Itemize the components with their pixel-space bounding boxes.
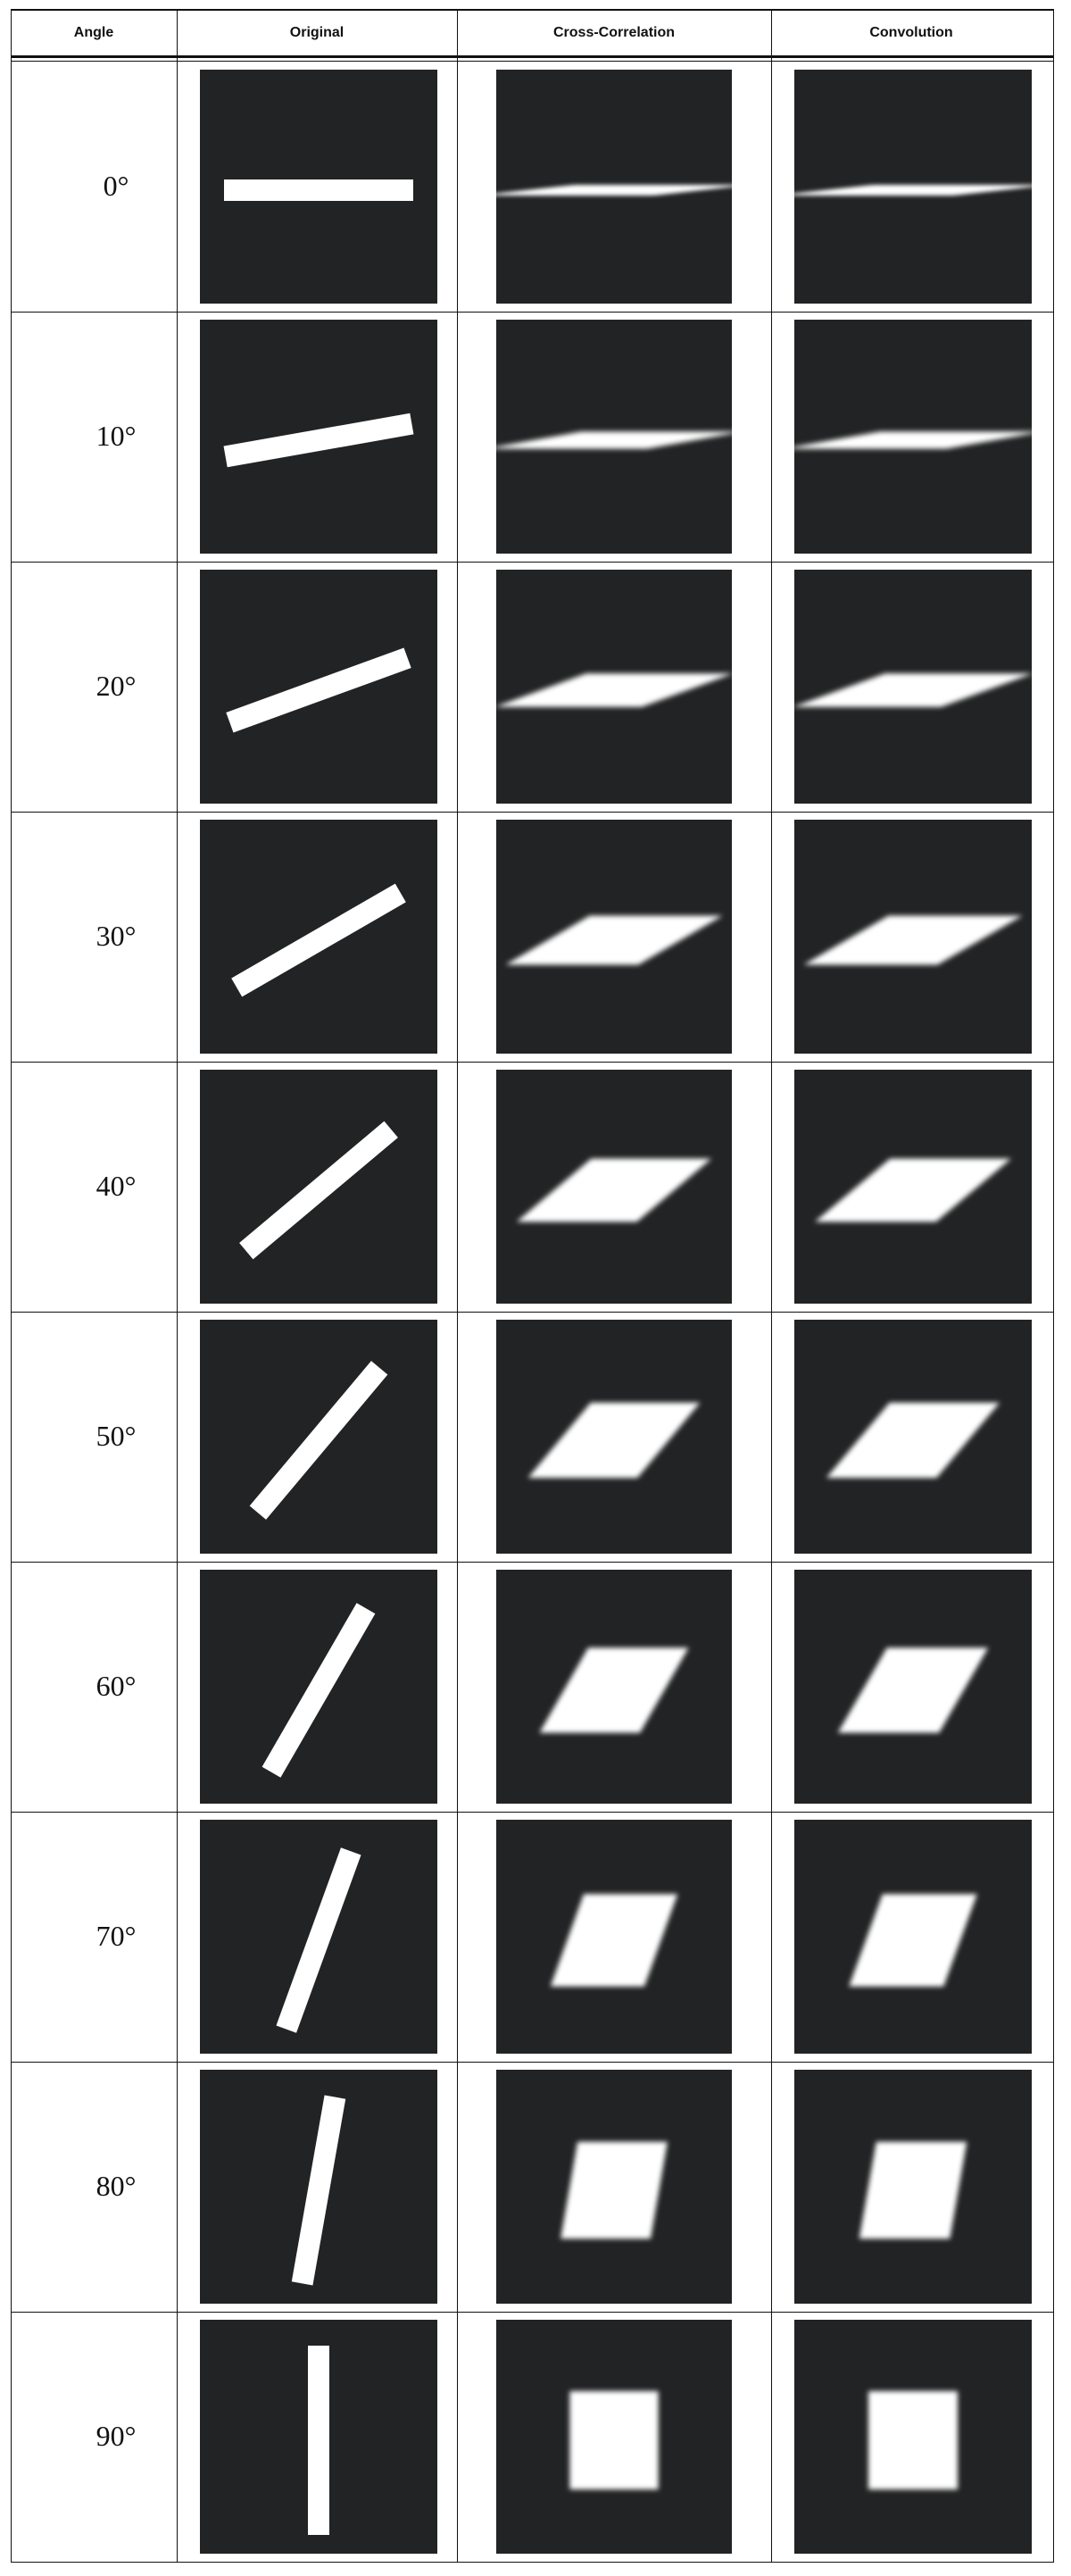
bar-shape	[226, 647, 411, 733]
cross-correlation-image	[496, 320, 732, 554]
angle-label: 40°	[95, 1170, 137, 1202]
column-border-4	[1053, 9, 1054, 2563]
row-border-2	[11, 562, 1053, 563]
blurred-parallelogram	[527, 1402, 701, 1479]
original-image	[200, 1070, 437, 1304]
convolution-image	[794, 1570, 1032, 1804]
cross-correlation-image	[496, 570, 732, 804]
angle-label: 80°	[95, 2170, 137, 2202]
cross-correlation-image	[496, 2070, 732, 2304]
row-border-9	[11, 2312, 1053, 2313]
blurred-parallelogram	[794, 673, 1032, 707]
row-border-3	[11, 812, 1053, 813]
bar-shape	[223, 413, 414, 468]
original-image	[200, 570, 437, 804]
convolution-image	[794, 320, 1032, 554]
blurred-parallelogram	[859, 2141, 967, 2239]
angle-label: 90°	[95, 2420, 137, 2452]
original-image	[200, 1570, 437, 1804]
bar-shape	[308, 2346, 329, 2535]
column-border-2	[457, 9, 458, 2563]
bar-shape	[239, 1121, 398, 1260]
original-image	[200, 70, 437, 304]
cross-correlation-image	[496, 70, 732, 304]
blurred-parallelogram	[539, 1647, 689, 1733]
column-border-0	[11, 9, 12, 2563]
original-image	[200, 2070, 437, 2304]
angle-label: 60°	[95, 1670, 137, 1702]
convolution-image	[794, 1320, 1032, 1554]
blurred-parallelogram	[794, 185, 1032, 196]
column-border-1	[177, 9, 178, 2563]
convolution-image	[794, 70, 1032, 304]
blurred-parallelogram	[868, 2391, 958, 2489]
blurred-parallelogram	[815, 1158, 1011, 1222]
header-top-border	[11, 9, 1053, 11]
angle-label: 70°	[95, 1920, 137, 1952]
blurred-parallelogram	[569, 2391, 659, 2489]
angle-label: 50°	[95, 1420, 137, 1452]
blurred-parallelogram	[505, 915, 723, 965]
original-image	[200, 2320, 437, 2554]
bar-shape	[249, 1361, 388, 1520]
header-convolution: Convolution	[869, 25, 953, 40]
row-border-7	[11, 1812, 1053, 1813]
bar-shape	[262, 1603, 376, 1778]
angle-label: 0°	[103, 170, 129, 202]
cross-correlation-image	[496, 1820, 732, 2054]
header-angle: Angle	[73, 25, 114, 40]
blurred-parallelogram	[550, 1894, 678, 1987]
row-border-8	[11, 2062, 1053, 2063]
column-border-3	[771, 9, 772, 2563]
convolution-image	[794, 2070, 1032, 2304]
convolution-image	[794, 1070, 1032, 1304]
blurred-parallelogram	[803, 915, 1023, 965]
convolution-image	[794, 2320, 1032, 2554]
row-border-5	[11, 1312, 1053, 1313]
blurred-parallelogram	[496, 431, 732, 449]
cross-correlation-image	[496, 2320, 732, 2554]
cross-correlation-image	[496, 1070, 732, 1304]
header-original: Original	[289, 25, 345, 40]
convolution-image	[794, 820, 1032, 1054]
cross-correlation-image	[496, 1320, 732, 1554]
bar-shape	[224, 179, 413, 201]
cross-correlation-image	[496, 1570, 732, 1804]
row-border-4	[11, 1062, 1053, 1063]
blurred-parallelogram	[560, 2141, 668, 2239]
header-bottom-border	[11, 55, 1053, 58]
row-border-10	[11, 2562, 1053, 2563]
bar-shape	[276, 1847, 361, 2033]
angle-label: 10°	[95, 420, 137, 452]
original-image	[200, 1320, 437, 1554]
convolution-image	[794, 1820, 1032, 2054]
blurred-parallelogram	[794, 431, 1032, 449]
convolution-image	[794, 570, 1032, 804]
angle-label: 20°	[95, 670, 137, 702]
row-border-1	[11, 312, 1053, 313]
blurred-parallelogram	[826, 1402, 1000, 1479]
angle-label: 30°	[95, 920, 137, 952]
original-image	[200, 820, 437, 1054]
blurred-parallelogram	[516, 1158, 712, 1222]
body-top-border	[11, 61, 1053, 62]
bar-shape	[231, 883, 406, 997]
bar-shape	[291, 2095, 346, 2286]
original-image	[200, 320, 437, 554]
blurred-parallelogram	[496, 673, 732, 707]
blurred-parallelogram	[849, 1894, 977, 1987]
blurred-parallelogram	[837, 1647, 989, 1733]
original-image	[200, 1820, 437, 2054]
header-cross-correlation: Cross-Correlation	[552, 25, 676, 40]
row-border-6	[11, 1562, 1053, 1563]
cross-correlation-image	[496, 820, 732, 1054]
blurred-parallelogram	[496, 185, 732, 196]
